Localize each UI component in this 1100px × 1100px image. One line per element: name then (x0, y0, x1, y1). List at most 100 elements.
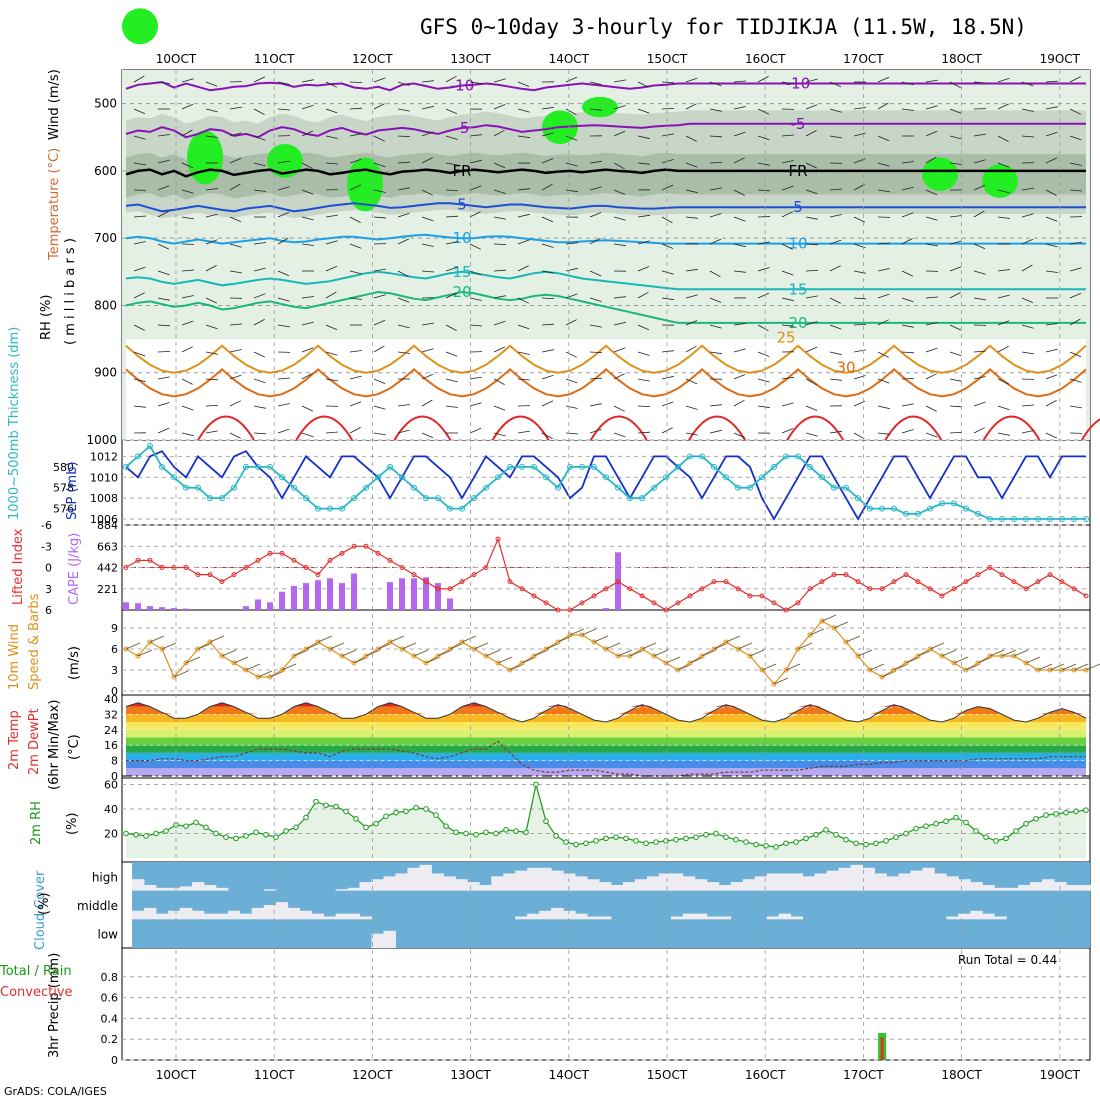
rh-panel: 20 40 60 (104, 778, 1090, 858)
cloud-cell (670, 873, 684, 891)
wind-barb (637, 162, 650, 165)
li-point (303, 565, 309, 570)
wind-barb (1045, 243, 1058, 248)
wind-point (783, 667, 789, 673)
precip-label: 3hr Precip (mm) (47, 953, 62, 1058)
wind-barb (325, 81, 337, 88)
wind-point (303, 646, 309, 652)
wind-point (579, 632, 585, 638)
wind-barb (589, 108, 602, 111)
li-point (483, 565, 489, 570)
wind-barb (685, 432, 698, 436)
rh-point (703, 831, 709, 838)
wind-barb (133, 378, 146, 383)
rh-point (133, 831, 139, 838)
thickness-point (699, 453, 705, 460)
wind-point (795, 646, 801, 652)
thickness-point (183, 484, 189, 491)
wind-point (315, 639, 321, 645)
rh-point (853, 840, 859, 847)
cloud-cell (155, 913, 169, 920)
thickness-point (807, 463, 813, 470)
rh-point (973, 828, 979, 834)
li-point (519, 586, 525, 592)
wind-barb (829, 351, 842, 356)
wind-barb (373, 294, 386, 299)
slp-line (125, 450, 1086, 521)
wind-barb (445, 324, 457, 331)
cloud-cell (551, 870, 564, 891)
cape-bar (135, 603, 141, 610)
wind-barb (469, 159, 482, 164)
rh-point (663, 838, 669, 844)
thickness-point (327, 505, 333, 512)
dewpoint-line (126, 740, 1086, 777)
wind-barb (397, 212, 410, 218)
rh-point (753, 841, 759, 848)
wind-barb (901, 403, 914, 407)
rh-point (1083, 807, 1089, 813)
wind-barb (253, 162, 266, 167)
wind-barb (541, 432, 553, 439)
wind-barb (205, 265, 217, 272)
wind-barb (349, 107, 363, 110)
rh-point (533, 781, 539, 788)
li-point (939, 593, 945, 599)
wind-barb (853, 324, 867, 326)
rh2m-units: (%) (65, 813, 80, 836)
wind-barb (349, 184, 362, 191)
rh-point (643, 840, 649, 847)
wind-barb (157, 159, 170, 164)
wind-barb (685, 345, 697, 353)
wind-barb (277, 160, 290, 164)
wind-barb (277, 237, 289, 245)
cloud-cell (179, 886, 193, 891)
cloud-cell (167, 887, 181, 891)
wind-barb (517, 430, 530, 434)
wind-barb (901, 108, 914, 111)
cloud-cell (730, 882, 744, 891)
slp-tick: 1010 (90, 471, 118, 484)
wind-barb (569, 628, 585, 636)
wind-barb (1021, 404, 1035, 407)
wind10m-units: (m/s) (67, 646, 82, 680)
thickness-point (291, 484, 297, 491)
li-point (243, 565, 249, 570)
wind-barb (1069, 378, 1082, 383)
wind-barb (589, 403, 602, 407)
cloud-cell (790, 873, 804, 891)
wind-barb (805, 130, 817, 137)
wind-barb (757, 351, 770, 357)
wind-barb (401, 642, 417, 650)
wind-barb (589, 270, 602, 277)
wind-barb (161, 642, 177, 650)
temp-tick: 32 (104, 708, 118, 721)
wind-barb (493, 432, 506, 437)
cloud-cell (946, 916, 959, 920)
li-point (207, 572, 213, 578)
wind-barb (1045, 106, 1058, 110)
isotherm-line (125, 202, 1086, 213)
wind-point (759, 667, 765, 673)
wind-barb (397, 161, 411, 164)
rh-point (883, 838, 889, 844)
wind-barb (997, 135, 1009, 142)
rh-point (503, 827, 509, 833)
rh-point (473, 831, 479, 838)
date-axis: 10OCT 10OCT 11OCT 11OCT 12OCT 12OCT 13OCT 13OCT… (156, 52, 1081, 1082)
wind-barb (973, 376, 986, 380)
temp-tick: 40 (104, 693, 118, 706)
wind-barb (253, 189, 266, 192)
wind-point (831, 625, 837, 631)
wind-point (735, 646, 741, 652)
cloud-cell (299, 910, 313, 920)
li-point (255, 557, 261, 563)
wind-barb (805, 432, 818, 437)
wind-barb (989, 649, 1005, 657)
date-label-top: 10OCT (156, 52, 197, 66)
cloud-cell (970, 910, 983, 920)
wind-barb (133, 266, 146, 272)
isotherm-label: 10 (452, 229, 471, 247)
cape-bar (279, 591, 285, 610)
cloud-cell (910, 870, 923, 891)
